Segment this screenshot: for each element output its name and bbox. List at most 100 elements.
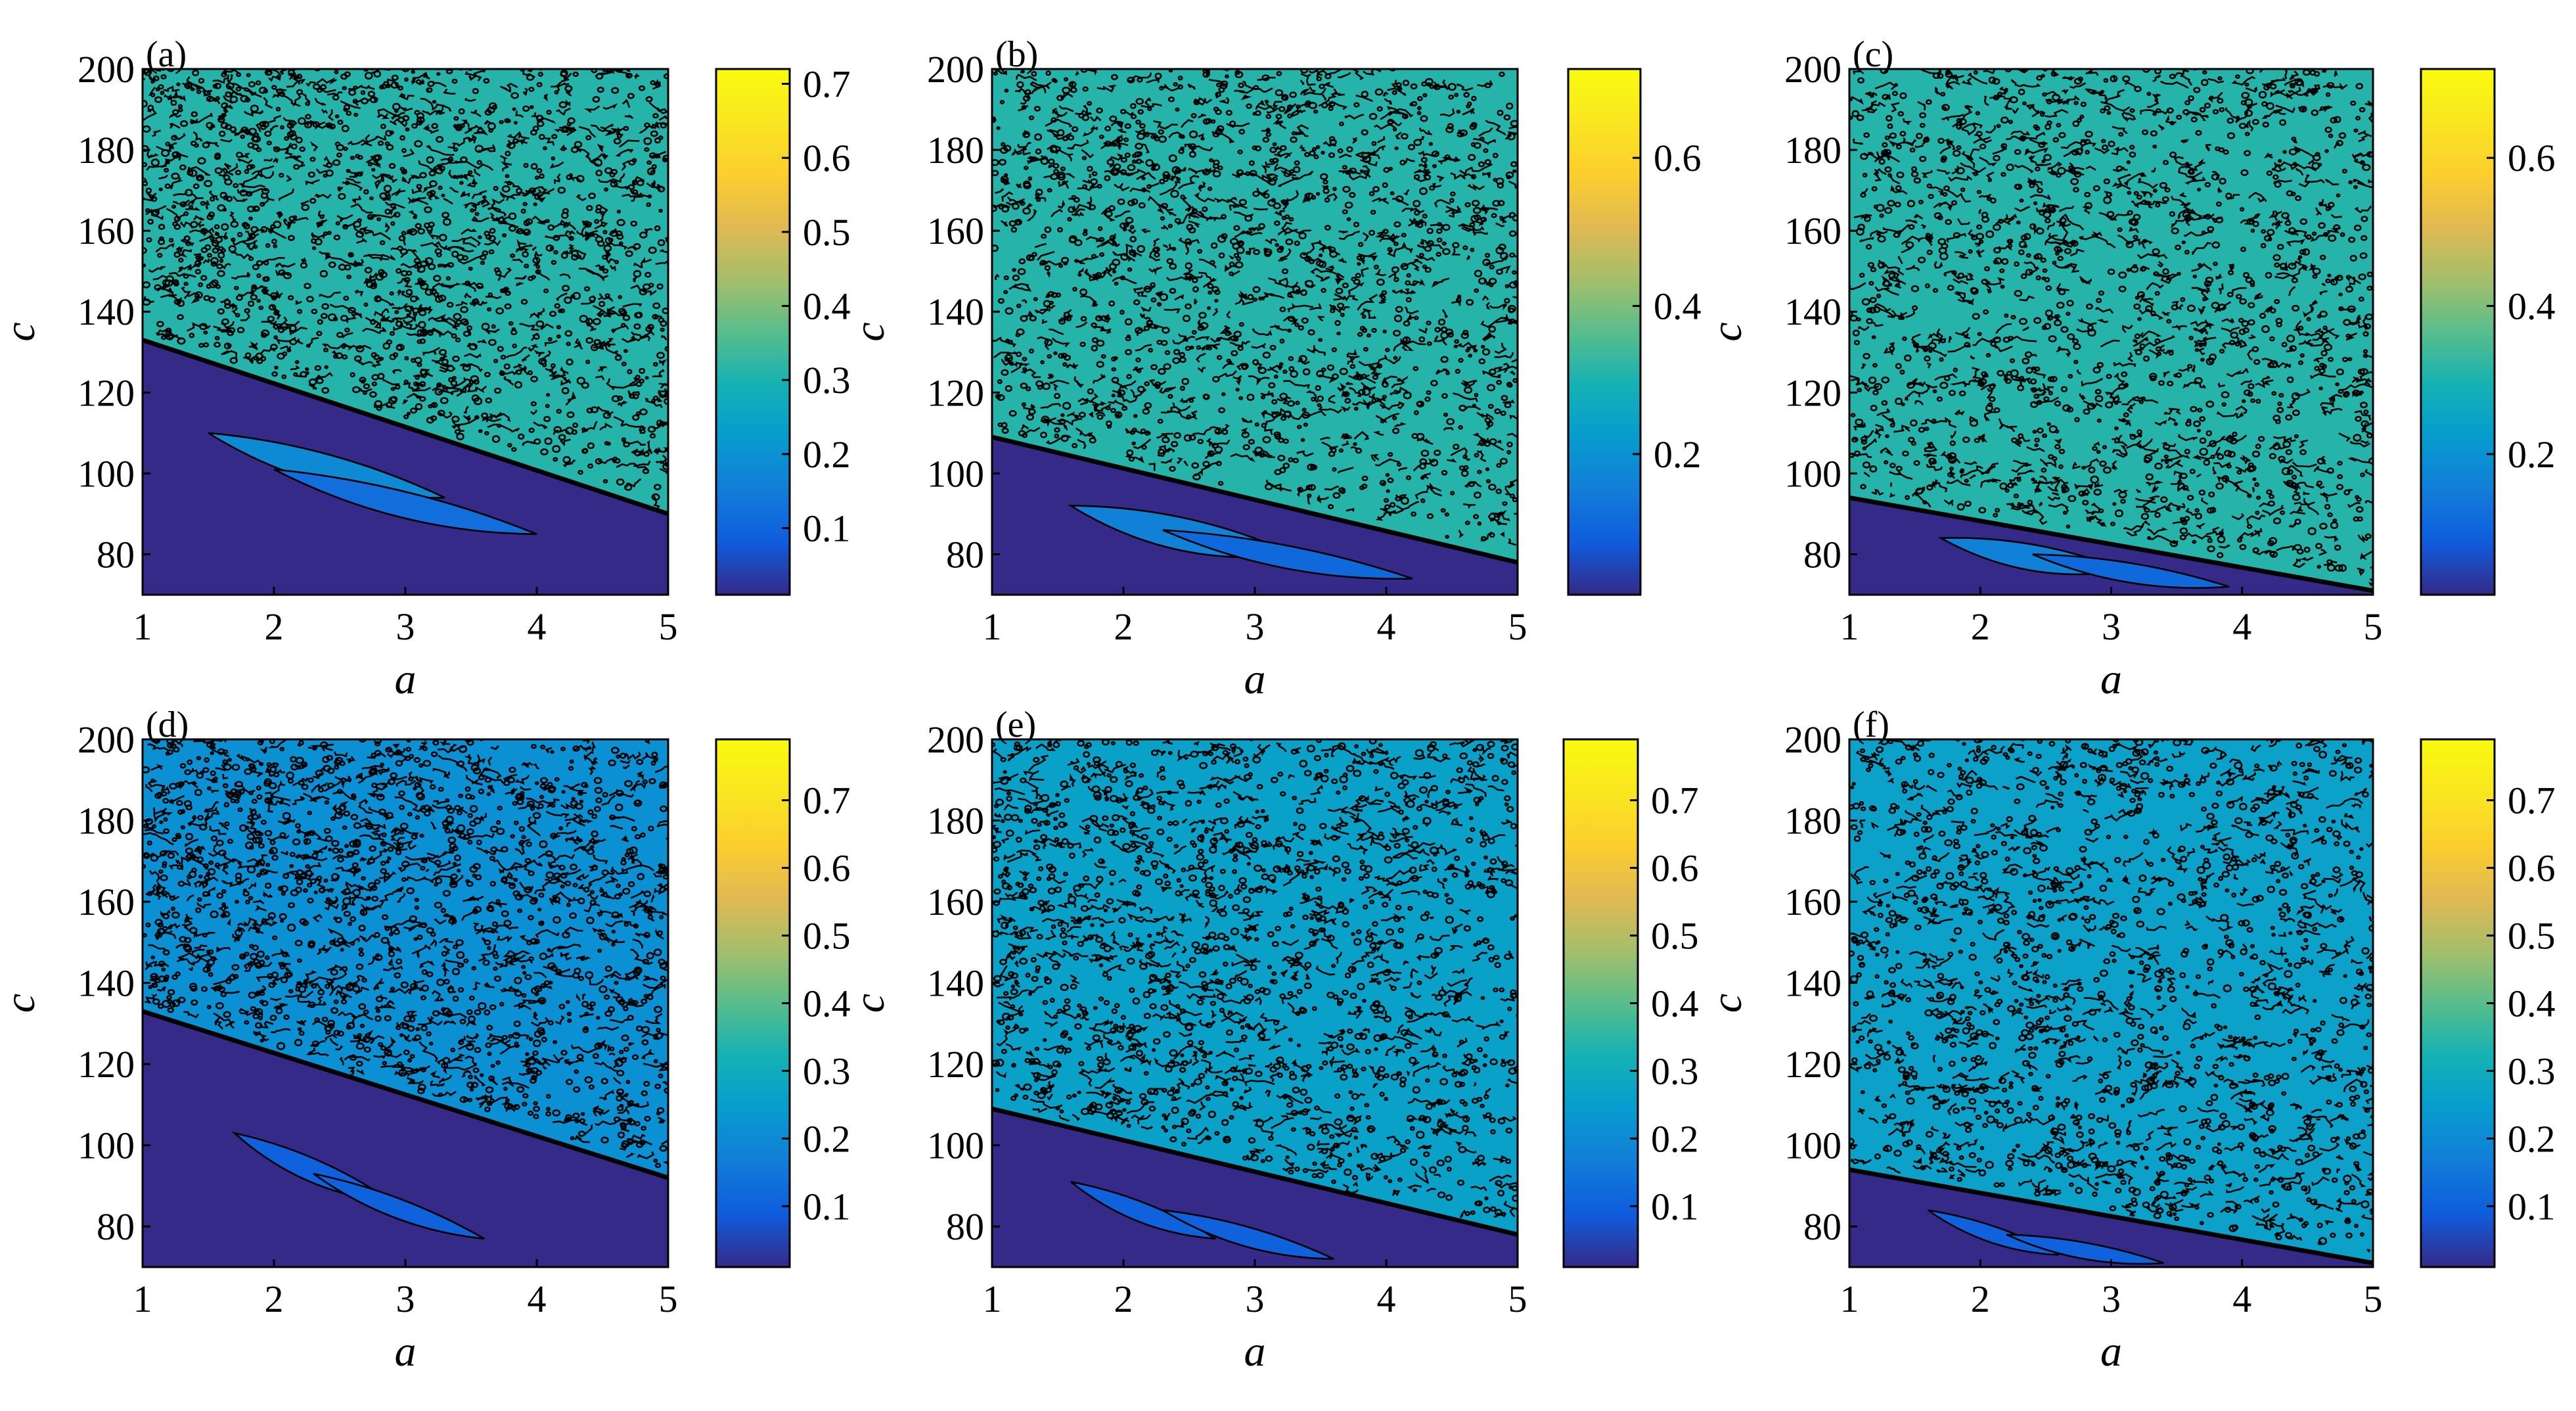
contour-speckles — [1849, 69, 2373, 587]
y-tick-label: 200 — [927, 48, 984, 91]
y-tick-label: 80 — [946, 533, 984, 576]
y-axis-label: c — [846, 322, 893, 341]
colorbar-tick-label: 0.2 — [803, 1117, 851, 1160]
panel-label: (d) — [146, 705, 189, 745]
colorbar-tick-label: 0.5 — [1651, 915, 1699, 958]
colorbar — [1567, 68, 1642, 596]
x-tick-label: 2 — [265, 605, 284, 648]
y-axis-label: c — [0, 994, 44, 1013]
x-axis-label: a — [395, 1328, 417, 1376]
x-tick-label: 5 — [1508, 605, 1527, 648]
colorbar-tick-label: 0.4 — [2508, 285, 2556, 328]
y-tick-label: 200 — [927, 718, 984, 761]
y-tick-label: 160 — [927, 881, 984, 923]
x-tick-label: 4 — [528, 1278, 547, 1320]
y-tick-label: 140 — [1784, 962, 1842, 1005]
heatmap-field — [143, 69, 668, 595]
contour-speckles — [143, 739, 668, 1168]
colorbar-tick-label: 0.1 — [1651, 1185, 1699, 1228]
x-axis-label: a — [395, 655, 417, 703]
heatmap-field — [992, 739, 1518, 1267]
y-tick-label: 120 — [78, 371, 135, 414]
heatmap-band — [992, 69, 1518, 563]
y-tick-label: 180 — [78, 800, 135, 843]
x-tick-label: 3 — [2102, 1278, 2121, 1320]
y-tick-label: 140 — [927, 290, 984, 333]
x-tick-label: 4 — [2232, 605, 2251, 648]
colorbar-tick-label: 0.3 — [1651, 1050, 1699, 1092]
y-tick-label: 120 — [927, 1043, 984, 1086]
colorbar-tick-label: 0.3 — [2508, 1050, 2556, 1092]
colorbar-tick-label: 0.1 — [803, 1185, 851, 1228]
y-tick-label: 100 — [78, 1124, 135, 1167]
contour-speckles — [992, 739, 1518, 1218]
y-tick-label: 180 — [1784, 800, 1842, 843]
colorbar — [715, 68, 791, 596]
contour-speckles — [992, 69, 1518, 546]
panel-1: 1 2 3 4 5 80 100 120 140 160 180 200 a c (b) 0.2 0.4 0.6 — [846, 34, 1702, 703]
y-tick-label: 100 — [927, 1124, 984, 1167]
panel-0: 1 2 3 4 5 80 100 120 140 160 180 200 a c (a) 0.1 0.2 0.3 0… — [0, 34, 851, 703]
colorbar-tick-label: 0.5 — [803, 211, 851, 254]
colorbar-tick-label: 0.7 — [1651, 779, 1699, 822]
y-tick-label: 120 — [78, 1043, 135, 1086]
colorbar-tick-label: 0.6 — [1654, 137, 1702, 179]
y-tick-label: 200 — [78, 48, 135, 91]
y-tick-label: 140 — [78, 962, 135, 1005]
colorbar-tick-label: 0.2 — [1651, 1117, 1699, 1160]
colorbar-tick-label: 0.6 — [2508, 137, 2556, 179]
y-axis-label: c — [1703, 994, 1751, 1013]
low-region — [992, 1109, 1518, 1267]
heatmap-field — [992, 69, 1518, 595]
x-axis-label: a — [1244, 655, 1266, 703]
x-tick-label: 1 — [983, 605, 1002, 648]
y-tick-label: 80 — [946, 1205, 984, 1248]
colorbar-tick-label: 0.4 — [1651, 983, 1699, 1025]
boundary-line — [143, 337, 668, 517]
colorbar-tick-label: 0.4 — [1654, 285, 1702, 328]
colorbar-tick-label: 0.2 — [1654, 433, 1702, 476]
panel-label: (a) — [146, 34, 187, 75]
colorbar-tick-label: 0.2 — [2508, 433, 2556, 476]
y-tick-label: 160 — [78, 210, 135, 252]
y-tick-label: 140 — [927, 962, 984, 1005]
y-tick-label: 120 — [1784, 371, 1842, 414]
x-tick-label: 2 — [1971, 605, 1990, 648]
colorbar-tick-label: 0.4 — [803, 983, 851, 1025]
y-tick-label: 200 — [78, 718, 135, 761]
y-tick-label: 100 — [1784, 1124, 1842, 1167]
colorbar — [2420, 68, 2496, 596]
feature-1 — [2006, 1234, 2164, 1265]
y-tick-label: 160 — [1784, 881, 1842, 923]
y-tick-label: 100 — [927, 452, 984, 495]
boundary-line — [992, 1106, 1518, 1237]
x-tick-label: 4 — [528, 605, 547, 648]
panel-label: (e) — [995, 705, 1036, 745]
x-tick-label: 5 — [1508, 1278, 1527, 1320]
x-tick-label: 5 — [2364, 1278, 2383, 1320]
feature-1 — [1162, 529, 1413, 580]
x-tick-label: 1 — [133, 1278, 152, 1320]
y-tick-label: 160 — [78, 881, 135, 923]
x-tick-label: 4 — [2232, 1278, 2251, 1320]
y-tick-label: 200 — [1784, 718, 1842, 761]
x-tick-label: 4 — [1377, 1278, 1396, 1320]
panel-3: 1 2 3 4 5 80 100 120 140 160 180 200 a c (d) 0.1 0.2 0.3 0… — [0, 705, 851, 1376]
panel-label: (f) — [1853, 705, 1889, 745]
colorbar-tick-label: 0.4 — [2508, 983, 2556, 1025]
x-tick-label: 2 — [265, 1278, 284, 1320]
low-region — [143, 1011, 668, 1267]
x-tick-label: 5 — [2364, 605, 2383, 648]
y-tick-label: 140 — [78, 290, 135, 333]
x-tick-label: 1 — [133, 605, 152, 648]
feature-1 — [2032, 553, 2230, 589]
colorbar-tick-label: 0.5 — [803, 915, 851, 958]
colorbar-tick-label: 0.2 — [2508, 1117, 2556, 1160]
y-tick-label: 160 — [927, 210, 984, 252]
colorbar-tick-label: 0.3 — [803, 359, 851, 402]
low-region — [992, 437, 1518, 595]
contour-speckles — [1849, 739, 2373, 1253]
x-tick-label: 2 — [1114, 1278, 1133, 1320]
colorbar-tick-label: 0.7 — [803, 779, 851, 822]
